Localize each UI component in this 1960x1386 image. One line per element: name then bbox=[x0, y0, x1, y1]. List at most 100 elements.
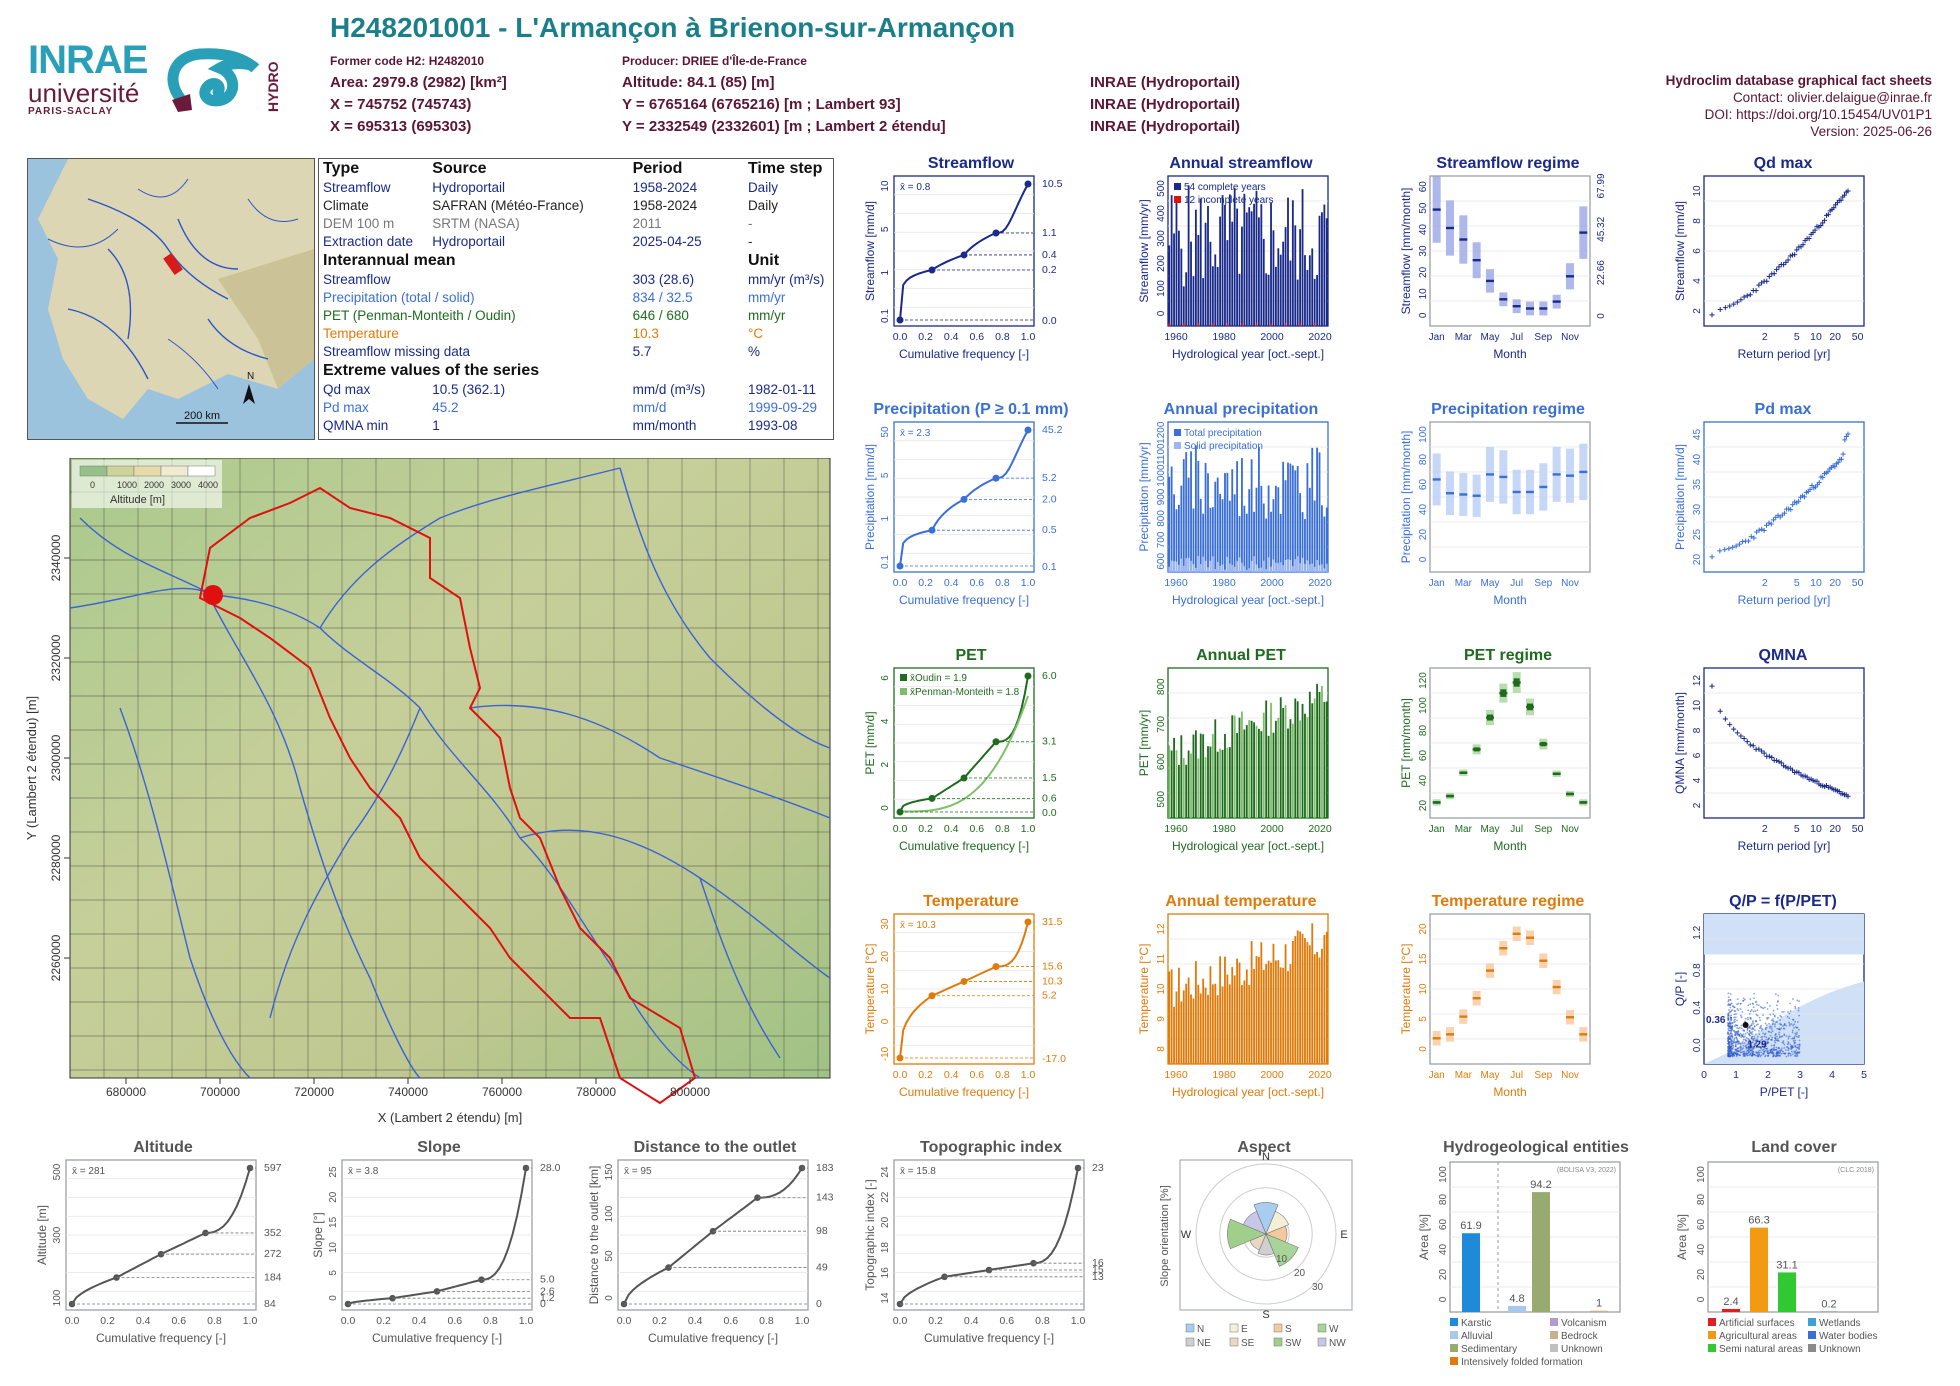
y-tick: 9 bbox=[1156, 1016, 1167, 1022]
qp-point bbox=[1781, 1047, 1783, 1050]
annual-bar bbox=[1216, 751, 1219, 818]
info-cell: °C bbox=[747, 326, 764, 341]
qp-point bbox=[1731, 1009, 1734, 1011]
x-tick: 0.8 bbox=[995, 331, 1010, 343]
rp-point bbox=[1768, 521, 1774, 527]
x-tick: 3 bbox=[1797, 1069, 1803, 1081]
qp-point bbox=[1783, 1010, 1785, 1013]
legend-swatch bbox=[160, 465, 189, 477]
annual-bar bbox=[1248, 984, 1251, 1064]
qp-point bbox=[1775, 1055, 1777, 1058]
polar-ring bbox=[1219, 1187, 1313, 1281]
annual-bar bbox=[1199, 993, 1202, 1064]
value-label: 61.9 bbox=[1460, 1220, 1481, 1232]
y-tick: 16 bbox=[880, 1267, 891, 1279]
river bbox=[319, 467, 621, 629]
annual-bar bbox=[1233, 715, 1236, 818]
qp-point bbox=[1759, 1025, 1762, 1028]
qp-point bbox=[1750, 1023, 1753, 1026]
x-axis-label: Return period [yr] bbox=[1738, 347, 1831, 361]
qp-point bbox=[1727, 1032, 1729, 1035]
annual-bar bbox=[1238, 717, 1241, 818]
qp-point bbox=[1785, 1024, 1788, 1027]
qp-point bbox=[1778, 1036, 1781, 1039]
incomplete-bar bbox=[1284, 323, 1287, 326]
qp-point bbox=[1780, 1035, 1783, 1038]
right-value-label: 184 bbox=[264, 1271, 282, 1283]
qp-point bbox=[1770, 1031, 1773, 1034]
annual-bar bbox=[1168, 745, 1171, 818]
qp-point bbox=[1727, 1031, 1729, 1034]
x-axis-label: Cumulative frequency [-] bbox=[899, 1085, 1029, 1099]
qp-point bbox=[1776, 1021, 1778, 1023]
solid-bar bbox=[1262, 560, 1265, 572]
qp-point bbox=[1781, 1050, 1784, 1053]
annual-bar bbox=[1231, 221, 1234, 326]
right-value-label: 2.6 bbox=[540, 1285, 555, 1297]
qp-point bbox=[1798, 1048, 1801, 1050]
annual-bar bbox=[1274, 485, 1277, 572]
annual-bar bbox=[1245, 969, 1248, 1064]
qp-point bbox=[1762, 1014, 1764, 1017]
rp-point bbox=[1818, 223, 1824, 229]
x-tick: 5 bbox=[1794, 331, 1800, 343]
qp-point bbox=[1794, 1026, 1797, 1028]
qp-point bbox=[1753, 1037, 1756, 1040]
map-xtick: 720000 bbox=[294, 1085, 334, 1099]
annual-bar bbox=[1207, 473, 1209, 572]
qp-point bbox=[1744, 1017, 1747, 1020]
x-tick: 0.4 bbox=[944, 331, 959, 343]
qp-point bbox=[1763, 1042, 1766, 1045]
solid-bar bbox=[1253, 556, 1255, 572]
info-cell: 10.5 (362.1) bbox=[432, 382, 506, 397]
info-cell: 1999-09-29 bbox=[747, 400, 817, 415]
annual-bar bbox=[1299, 720, 1302, 818]
info-cell: Streamflow bbox=[323, 180, 391, 195]
qp-point bbox=[1747, 1004, 1750, 1007]
legend-swatch bbox=[1808, 1318, 1816, 1326]
y-tick: 600 bbox=[1156, 753, 1167, 770]
qp-point bbox=[1777, 1046, 1780, 1049]
annual-bar bbox=[1301, 189, 1304, 326]
y-tick: 30 bbox=[880, 918, 891, 930]
y-tick: 150 bbox=[604, 1163, 615, 1180]
y-tick: 300 bbox=[1156, 230, 1167, 247]
x-tick: 0.8 bbox=[995, 1069, 1010, 1081]
legend-label: W bbox=[1329, 1324, 1339, 1335]
mean-label: x̄ = 95 bbox=[624, 1166, 652, 1177]
qp-point bbox=[1797, 1051, 1800, 1054]
month-tick: Sep bbox=[1534, 824, 1552, 835]
y-tick: 5 bbox=[880, 472, 891, 478]
qp-point bbox=[1729, 1006, 1732, 1009]
legend-swatch bbox=[187, 465, 216, 477]
info-cell: 646 / 680 bbox=[632, 308, 689, 323]
solid-bar bbox=[1304, 563, 1306, 572]
annual-bar bbox=[1231, 967, 1234, 1064]
header-col2: Producer: DRIEE d'Île-de-France Altitude… bbox=[622, 50, 946, 138]
qp-point bbox=[1764, 1054, 1767, 1057]
qp-point bbox=[1766, 1017, 1769, 1020]
solid-bar bbox=[1270, 566, 1272, 572]
rp-point bbox=[1845, 793, 1851, 799]
qp-point bbox=[1752, 1021, 1754, 1024]
mean-label: x̄ = 10.3 bbox=[900, 920, 936, 931]
qp-point bbox=[1777, 1040, 1780, 1042]
qp-point bbox=[1728, 1038, 1731, 1040]
qp-point bbox=[1736, 1043, 1739, 1045]
annual-bar bbox=[1255, 487, 1258, 572]
qp-point bbox=[1759, 1049, 1761, 1052]
solid-bar bbox=[1274, 562, 1277, 572]
qp-point bbox=[1777, 1000, 1779, 1002]
info-header-row: Type Source Period Time step bbox=[319, 159, 833, 179]
qp-point bbox=[1753, 1035, 1756, 1038]
qp-point bbox=[1729, 1055, 1732, 1058]
x-tick: 0.2 bbox=[918, 577, 933, 589]
rp-point bbox=[1783, 764, 1789, 770]
rp-point bbox=[1727, 722, 1733, 728]
qp-point bbox=[1789, 1010, 1792, 1012]
chart-title: Temperature regime bbox=[1432, 893, 1585, 910]
qp-point bbox=[1798, 1039, 1801, 1042]
x-tick: 0.8 bbox=[995, 577, 1010, 589]
